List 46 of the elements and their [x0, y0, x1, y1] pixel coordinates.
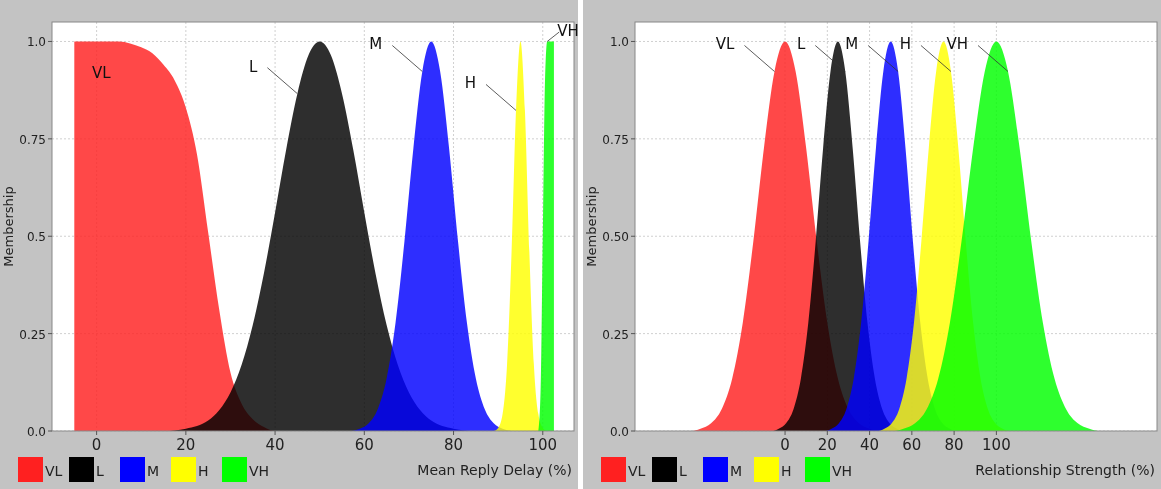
- annotation: H: [899, 35, 911, 54]
- y-tick-label: 1.0: [609, 35, 629, 50]
- legend-label: VL: [628, 463, 646, 479]
- legend-label: VH: [249, 463, 270, 479]
- y-tick-label: 0.0: [609, 425, 629, 439]
- y-tick-label: 1.0: [26, 35, 46, 50]
- x-tick-label: 40: [265, 436, 285, 454]
- x-tick-label: 60: [902, 436, 922, 454]
- x-tick-label: 0: [91, 436, 102, 454]
- y-tick-label: 0.75: [19, 132, 46, 147]
- y-tick-label: 0.25: [602, 327, 629, 342]
- legend-label: M: [730, 463, 743, 479]
- legend-label: M: [147, 463, 160, 479]
- annotation: VL: [715, 35, 736, 54]
- annotation: VL: [92, 64, 112, 82]
- x-tick-label: 60: [354, 436, 374, 454]
- annotation: L: [796, 35, 806, 54]
- annotation: M: [369, 35, 383, 54]
- legend-label: VH: [832, 463, 853, 479]
- x-tick-label: 80: [443, 436, 464, 454]
- y-tick-label: 0.75: [602, 132, 629, 147]
- annotation: VH: [946, 35, 969, 54]
- annotation: L: [249, 57, 259, 76]
- annotation: VH: [557, 22, 579, 40]
- x-tick-label: 100: [982, 436, 1011, 454]
- x-tick-label: 100: [528, 436, 558, 454]
- y-tick-label: 0.25: [19, 327, 46, 342]
- y-tick-label: 0.5: [26, 230, 46, 245]
- legend-label: L: [96, 463, 104, 479]
- annotation: M: [845, 35, 859, 54]
- legend-label: H: [781, 463, 792, 479]
- x-tick-label: 20: [817, 436, 837, 454]
- x-tick-label: 0: [780, 436, 790, 454]
- x-tick-label: 80: [944, 436, 964, 454]
- legend-label: VL: [45, 463, 63, 479]
- y-axis-title: Membership: [1, 186, 16, 267]
- y-tick-label: 0.0: [26, 425, 46, 439]
- x-axis-title: Relationship Strength (%): [975, 462, 1155, 478]
- y-axis-title: Membership: [584, 186, 599, 267]
- x-tick-label: 20: [176, 436, 196, 454]
- x-tick-label: 40: [860, 436, 880, 454]
- x-axis-title: Mean Reply Delay (%): [417, 462, 572, 478]
- y-tick-label: 0.50: [602, 230, 629, 245]
- legend-label: L: [679, 463, 687, 479]
- annotation: H: [464, 74, 476, 93]
- legend-label: H: [198, 463, 209, 479]
